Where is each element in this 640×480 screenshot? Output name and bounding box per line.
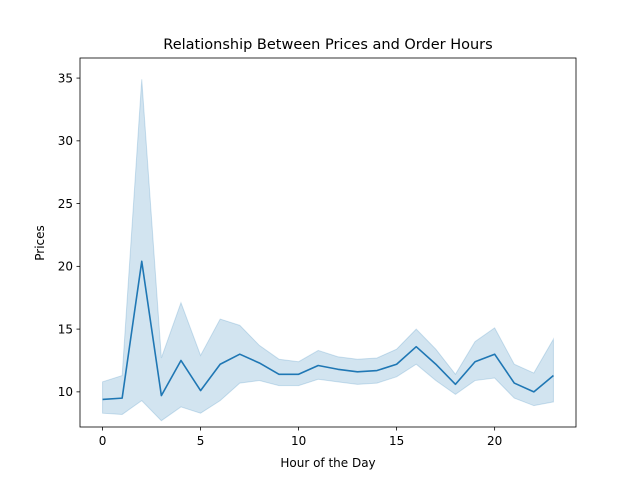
data-point-hour-7 [239, 353, 241, 355]
y-tick-label: 35 [58, 71, 73, 85]
data-point-hour-5 [199, 389, 201, 391]
data-point-hour-13 [356, 371, 358, 373]
y-axis: 10 15 20 25 30 35 [58, 71, 80, 399]
data-point-hour-16 [415, 345, 417, 347]
data-point-hour-2 [141, 260, 143, 262]
x-tick-label: 5 [197, 434, 205, 448]
data-point-hour-1 [121, 397, 123, 399]
y-tick-label: 20 [58, 260, 73, 274]
data-point-hour-15 [395, 363, 397, 365]
y-axis-label: Prices [33, 225, 47, 261]
confidence-band [102, 79, 554, 422]
data-point-hour-23 [552, 374, 554, 376]
data-point-hour-6 [219, 363, 221, 365]
y-tick-label: 10 [58, 385, 73, 399]
data-point-hour-14 [376, 369, 378, 371]
data-point-hour-12 [337, 368, 339, 370]
data-point-hour-3 [160, 394, 162, 396]
x-tick-label: 20 [487, 434, 502, 448]
axes-frame [79, 57, 577, 428]
y-tick-label: 15 [58, 322, 73, 336]
x-tick-label: 10 [291, 434, 306, 448]
data-point-hour-9 [278, 373, 280, 375]
x-axis: 0 5 10 15 20 [99, 427, 502, 448]
x-tick-label: 0 [99, 434, 107, 448]
data-point-hour-21 [513, 382, 515, 384]
y-tick-label: 25 [58, 197, 73, 211]
chart-title: Relationship Between Prices and Order Ho… [163, 37, 492, 53]
data-point-hour-0 [101, 398, 103, 400]
data-point-hour-19 [474, 361, 476, 363]
data-point-hour-22 [533, 391, 535, 393]
data-point-hour-8 [258, 362, 260, 364]
plot-area [101, 79, 554, 422]
data-point-hour-17 [435, 363, 437, 365]
series-line [102, 260, 554, 401]
data-point-hour-20 [493, 353, 495, 355]
data-point-hour-4 [180, 359, 182, 361]
x-axis-label: Hour of the Day [280, 456, 375, 470]
data-point-hour-10 [297, 373, 299, 375]
data-point-hour-11 [317, 364, 319, 366]
data-point-hour-18 [454, 383, 456, 385]
x-tick-label: 15 [389, 434, 404, 448]
y-tick-label: 30 [58, 134, 73, 148]
